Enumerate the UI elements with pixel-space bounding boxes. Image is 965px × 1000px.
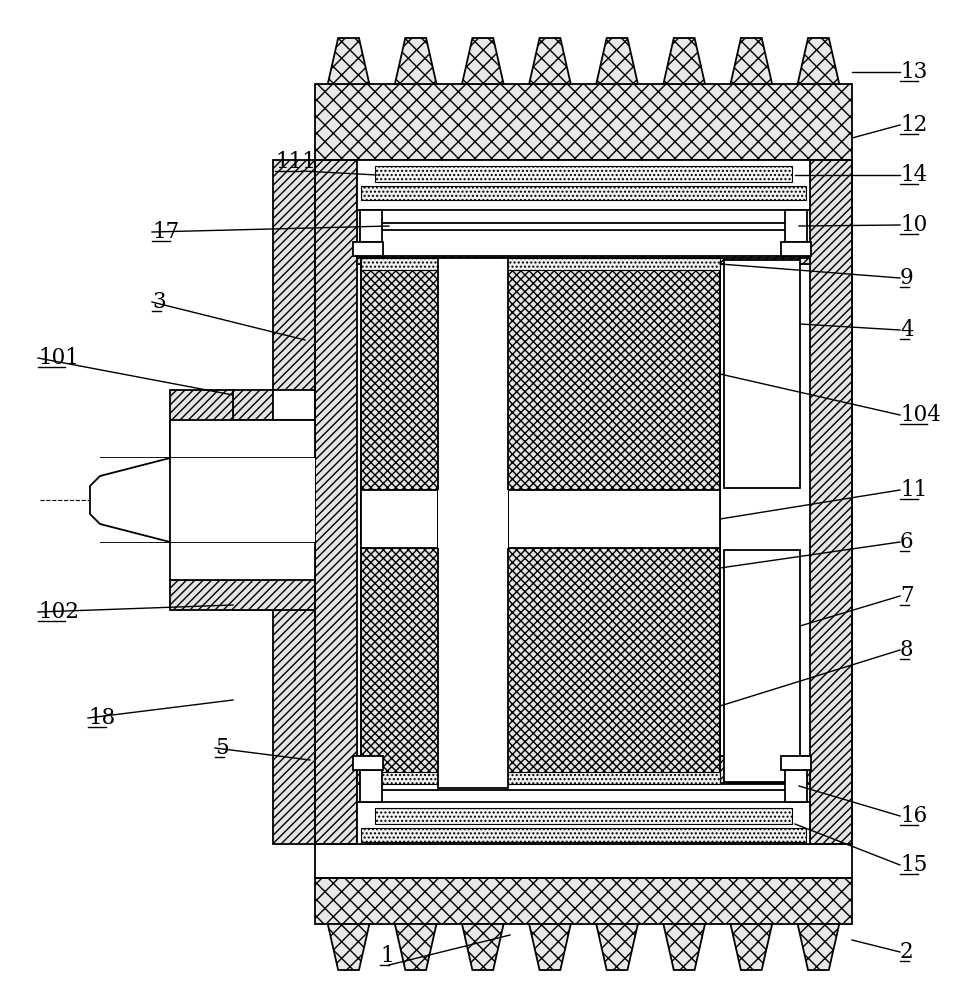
Polygon shape xyxy=(328,924,370,970)
Bar xyxy=(375,166,792,182)
Text: 11: 11 xyxy=(900,479,927,501)
Text: 7: 7 xyxy=(900,585,914,607)
Text: 101: 101 xyxy=(38,347,79,369)
Bar xyxy=(353,756,383,770)
Polygon shape xyxy=(596,38,638,84)
Text: 4: 4 xyxy=(900,319,914,341)
Bar xyxy=(361,548,720,784)
Polygon shape xyxy=(663,924,705,970)
Bar xyxy=(357,756,810,784)
Text: 9: 9 xyxy=(900,267,914,289)
Polygon shape xyxy=(395,924,436,970)
Text: 17: 17 xyxy=(152,221,179,243)
Polygon shape xyxy=(529,924,570,970)
Polygon shape xyxy=(233,580,315,844)
Bar xyxy=(353,242,383,256)
Polygon shape xyxy=(731,38,772,84)
Polygon shape xyxy=(798,38,840,84)
Text: 2: 2 xyxy=(900,941,914,963)
Bar xyxy=(170,420,315,458)
Polygon shape xyxy=(395,38,436,84)
Bar xyxy=(100,458,315,542)
Polygon shape xyxy=(170,390,315,458)
Bar xyxy=(360,210,382,242)
Bar xyxy=(361,490,438,548)
Bar xyxy=(785,210,807,242)
Bar xyxy=(360,770,382,802)
Text: 10: 10 xyxy=(900,214,927,236)
Bar xyxy=(785,770,807,802)
Bar xyxy=(724,550,800,782)
Bar xyxy=(361,186,806,200)
Text: 16: 16 xyxy=(900,805,927,827)
Bar xyxy=(724,260,800,488)
Polygon shape xyxy=(90,458,170,542)
Bar xyxy=(375,808,792,824)
Polygon shape xyxy=(462,38,504,84)
Text: 6: 6 xyxy=(900,531,914,553)
Text: 111: 111 xyxy=(275,151,316,173)
Polygon shape xyxy=(529,38,570,84)
Text: 13: 13 xyxy=(900,61,927,83)
Polygon shape xyxy=(170,542,315,610)
Bar xyxy=(357,256,810,264)
Polygon shape xyxy=(462,924,504,970)
Bar xyxy=(438,258,508,788)
Text: 18: 18 xyxy=(88,707,115,729)
Text: 104: 104 xyxy=(900,404,941,426)
Bar xyxy=(357,160,810,210)
Bar xyxy=(315,878,852,924)
Text: 5: 5 xyxy=(215,737,229,759)
Bar xyxy=(315,160,357,844)
Bar xyxy=(315,84,852,160)
Polygon shape xyxy=(663,38,705,84)
Bar xyxy=(810,160,852,844)
Bar xyxy=(361,772,720,784)
Text: 14: 14 xyxy=(900,164,927,186)
Text: 102: 102 xyxy=(38,601,79,623)
Text: 8: 8 xyxy=(900,639,914,661)
Bar xyxy=(357,802,810,844)
Text: 12: 12 xyxy=(900,114,927,136)
Bar xyxy=(438,490,508,548)
Polygon shape xyxy=(328,38,370,84)
Polygon shape xyxy=(596,924,638,970)
Bar xyxy=(781,756,811,770)
Bar xyxy=(357,258,810,264)
Text: 1: 1 xyxy=(380,945,394,967)
Bar xyxy=(781,242,811,256)
Polygon shape xyxy=(233,160,315,420)
Text: 3: 3 xyxy=(152,291,166,313)
Bar xyxy=(170,542,315,580)
Bar xyxy=(361,258,720,490)
Text: 15: 15 xyxy=(900,854,927,876)
Bar xyxy=(508,490,720,548)
Bar xyxy=(361,828,806,842)
Polygon shape xyxy=(731,924,772,970)
Bar xyxy=(361,258,720,270)
Polygon shape xyxy=(798,924,840,970)
